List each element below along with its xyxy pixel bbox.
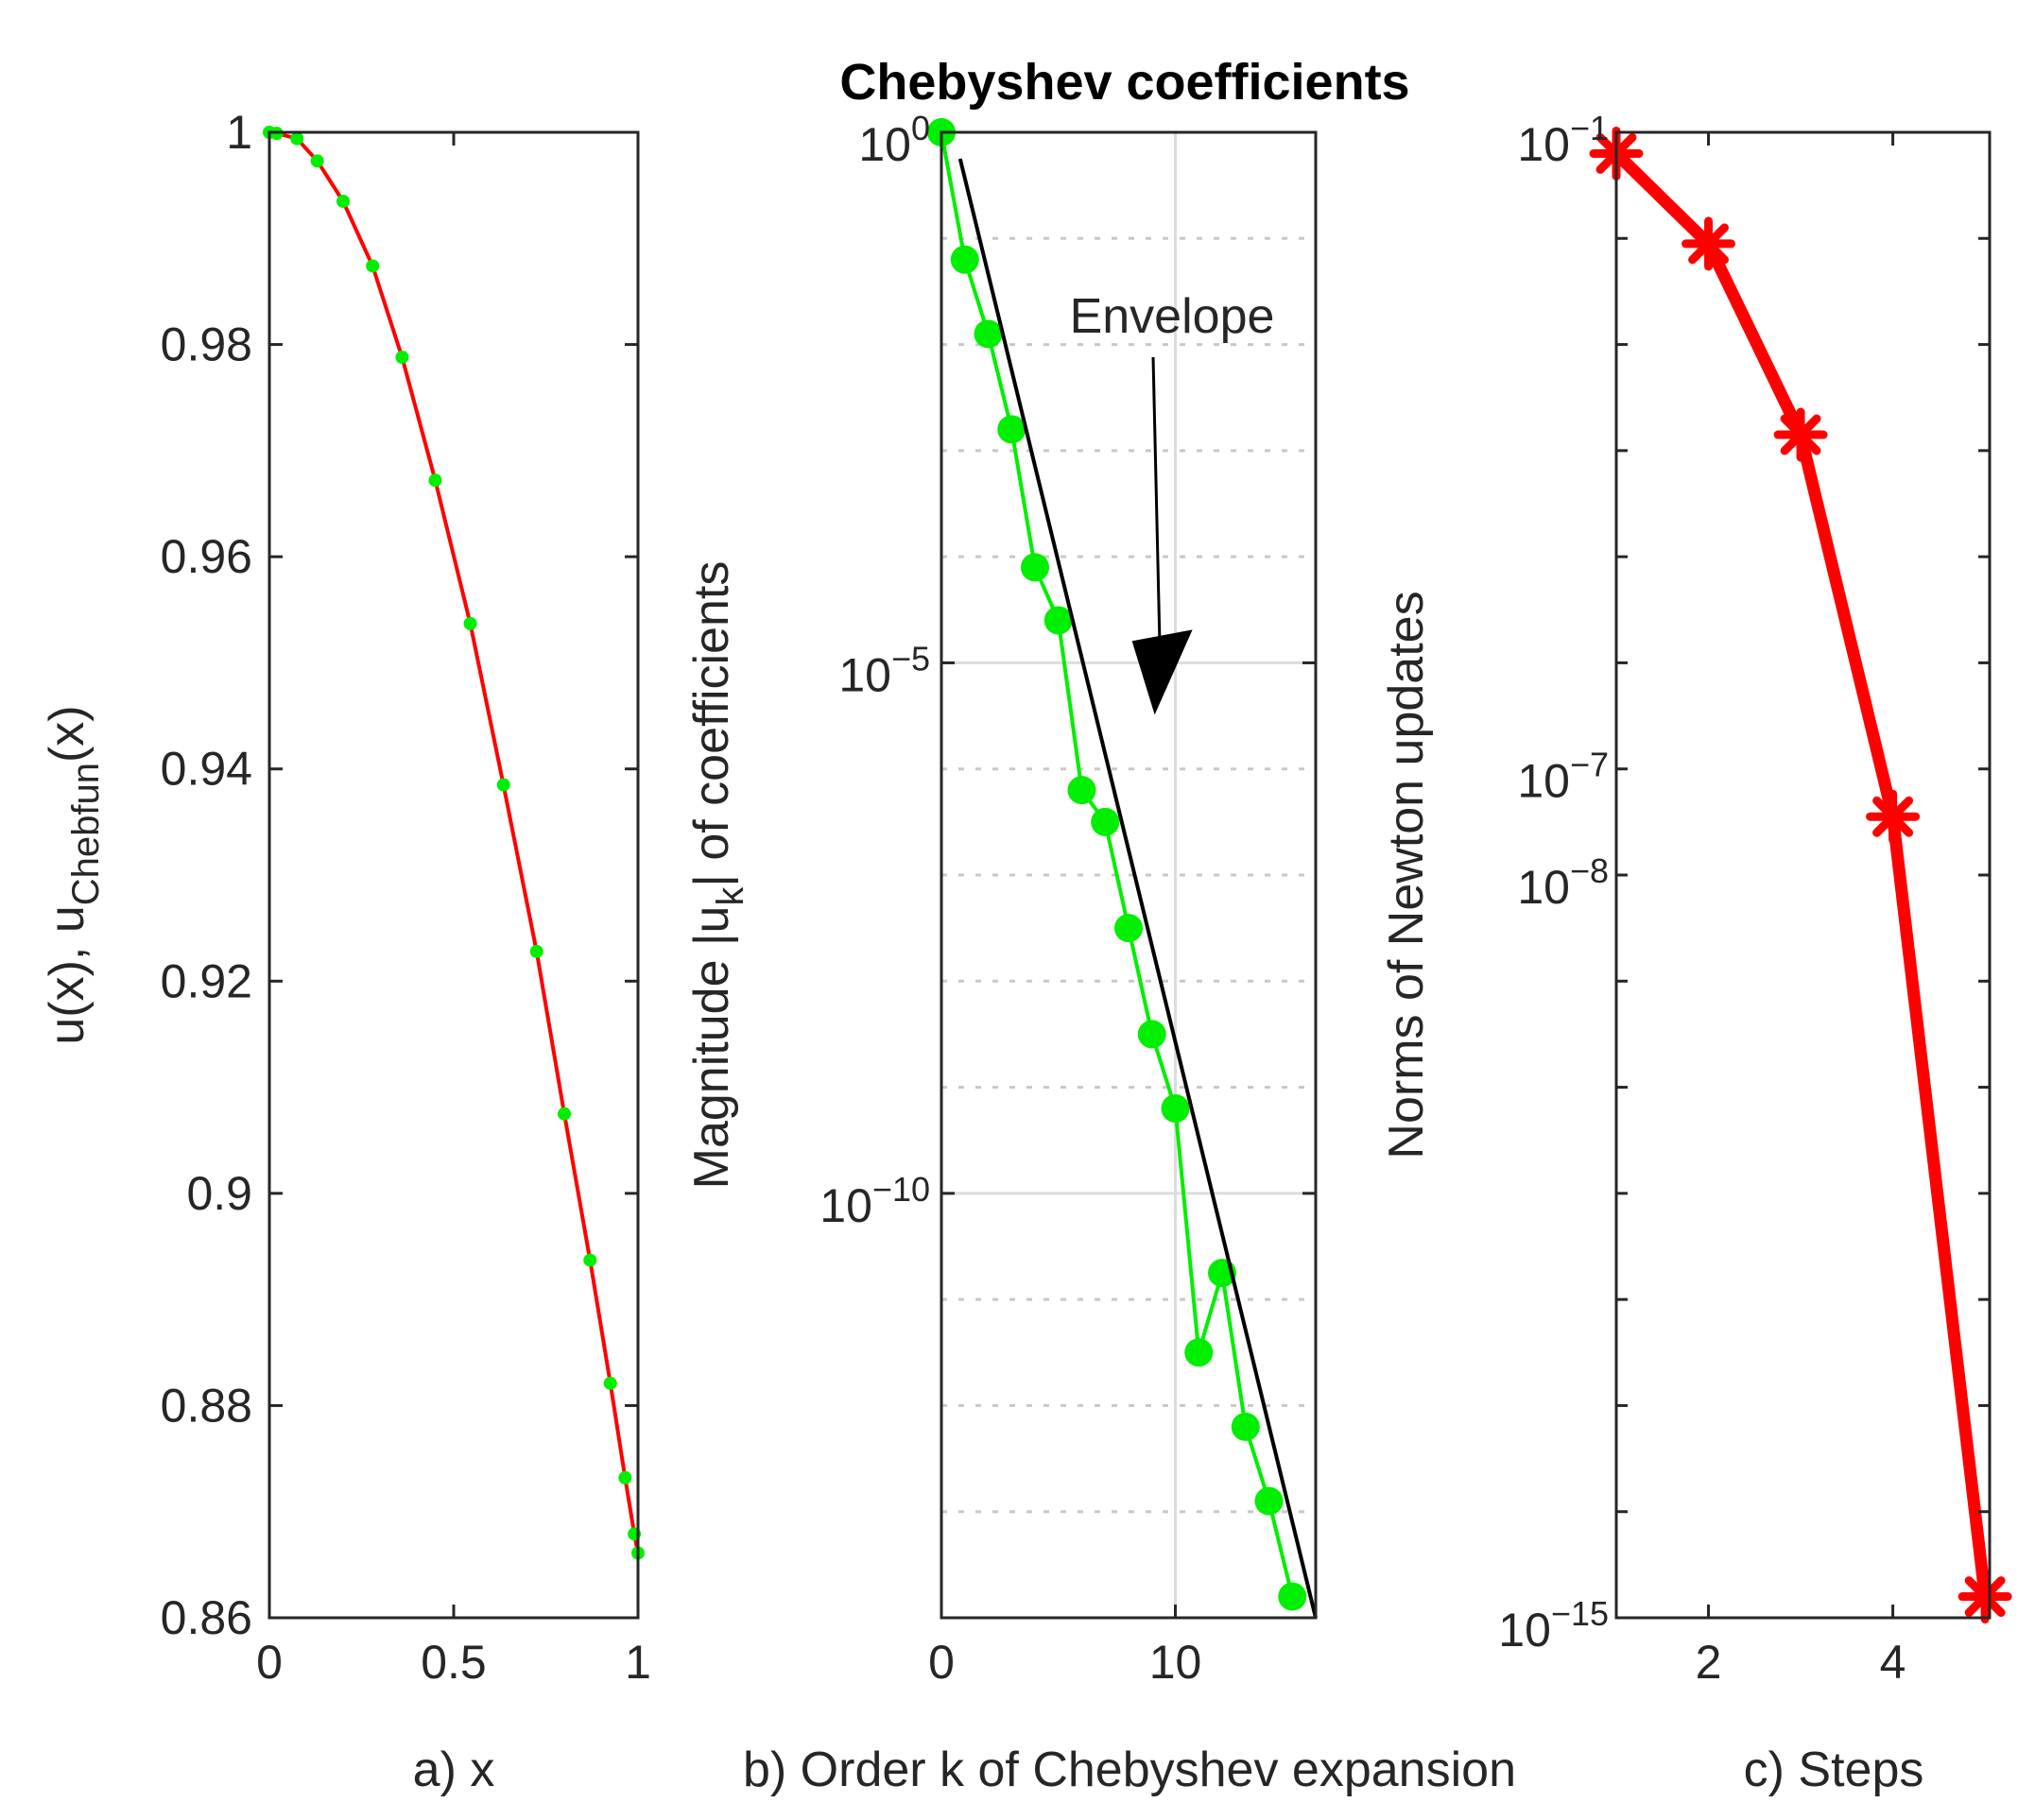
y-axis-label: Magnitude |uk| of coefficients [684,561,751,1190]
y-tick-label: 0.86 [161,1591,252,1644]
data-point [366,259,380,273]
y-tick-label: 10−7 [1517,746,1609,808]
data-point [1043,606,1073,635]
y-tick-label-base: 10 [858,118,911,171]
data-point [1114,914,1143,943]
x-tick-label: 1 [625,1636,651,1689]
axes-box [267,130,640,1620]
envelope-line [957,158,1318,1619]
data-point [1137,1020,1166,1049]
y-tick-label-base: 10 [1517,755,1570,808]
data-point [1067,776,1096,805]
data-point [336,194,350,208]
y-axis-label: Norms of Newton updates [1379,591,1434,1159]
x-axis-label: b) Order k of Chebyshev expansion [743,1743,1516,1797]
data-point [395,351,409,365]
y-tick-label-exp: 0 [911,109,930,147]
y-tick-label: 10−1 [1517,109,1609,171]
y-tick-label: 0.88 [161,1379,252,1432]
y-axis-label-main: Magnitude |u [684,906,739,1190]
y-tick-label: 0.9 [186,1167,252,1220]
data-point [310,154,324,168]
data-point [1957,1570,2012,1624]
y-axis-label-tail: (x) [40,705,95,763]
y-tick-label-exp: −8 [1570,851,1609,890]
series-line-coefficients [940,131,1295,1598]
y-tick-label: 0.94 [161,743,252,796]
data-point [463,616,477,630]
data-point [290,131,304,146]
data-point [583,1253,597,1267]
y-tick-label-exp: −1 [1570,109,1609,147]
data-point-core [1790,424,1811,445]
data-point [997,415,1026,444]
x-axis-label: a) x [413,1743,495,1797]
data-point [529,944,543,958]
y-tick-label: 10−10 [819,1170,930,1232]
x-tick-label: 0.5 [421,1636,487,1689]
x-axis-label: c) Steps [1744,1743,1924,1797]
panel-a: 0.86 0.88 0.9 0.92 0.94 0.96 0.98 1 0 0.5 1 a) x u(x… [40,106,651,1797]
data-point [1161,1094,1190,1124]
axes-box [1614,130,1992,1620]
data-point [558,1107,571,1121]
y-tick-label: 1 [226,106,252,159]
data-point [618,1470,632,1485]
figure-title: Chebyshev coefficients [839,54,1409,111]
y-tick-label: 100 [858,109,930,171]
annotation-envelope-label: Envelope [1070,289,1275,344]
x-tick-label: 4 [1880,1636,1906,1689]
data-point [496,778,510,792]
series-line-newton [1612,148,1992,1598]
y-axis-label-main: u(x), u [40,905,95,1044]
x-tick-label: 0 [928,1636,955,1689]
y-tick-label-exp: −15 [1551,1594,1609,1633]
series-line-u [268,130,640,1554]
y-tick-label: 10−5 [838,639,930,701]
y-tick-label-base: 10 [1517,861,1570,914]
x-tick-label: 0 [256,1636,283,1689]
y-tick-label: 0.96 [161,530,252,583]
data-point-core [1975,1586,1995,1607]
y-axis-label-sub: Chebfun [65,763,107,905]
data-point [1773,407,1828,462]
data-point [428,473,442,488]
data-point-core [1698,233,1719,254]
y-tick-label: 0.98 [161,318,252,371]
data-point [974,319,1003,349]
y-axis-label: u(x), uChebfun(x) [40,705,107,1044]
x-tick-label: 2 [1696,1636,1722,1689]
y-axis-label-sub: k [710,886,751,906]
y-tick-label-exp: −10 [872,1170,930,1209]
y-tick-label-exp: −5 [891,639,930,678]
y-tick-label-exp: −7 [1570,746,1609,784]
y-tick-label: 0.92 [161,954,252,1007]
data-point [1866,789,1921,844]
data-point [603,1376,617,1390]
data-point [1231,1412,1260,1441]
y-tick-label-base: 10 [819,1179,872,1232]
y-tick-label: 10−15 [1498,1594,1609,1657]
data-point [1278,1582,1307,1611]
annotation-arrow-shaft [1151,356,1163,672]
data-point-core [1882,806,1904,828]
annotation-arrow-head [1131,629,1193,715]
data-point [1681,216,1736,271]
y-tick-label-base: 10 [1517,118,1570,171]
x-tick-label: 10 [1149,1636,1202,1689]
y-axis-label-tail: | of coefficients [684,561,739,887]
axes-box [940,130,1318,1620]
data-point [1184,1338,1214,1367]
data-point [1091,807,1120,836]
y-tick-label: 10−8 [1517,851,1609,914]
data-point [1254,1486,1284,1516]
y-tick-label-base: 10 [1498,1604,1551,1657]
data-point [1021,553,1049,582]
data-point [950,245,979,274]
y-tick-label-base: 10 [838,648,891,701]
